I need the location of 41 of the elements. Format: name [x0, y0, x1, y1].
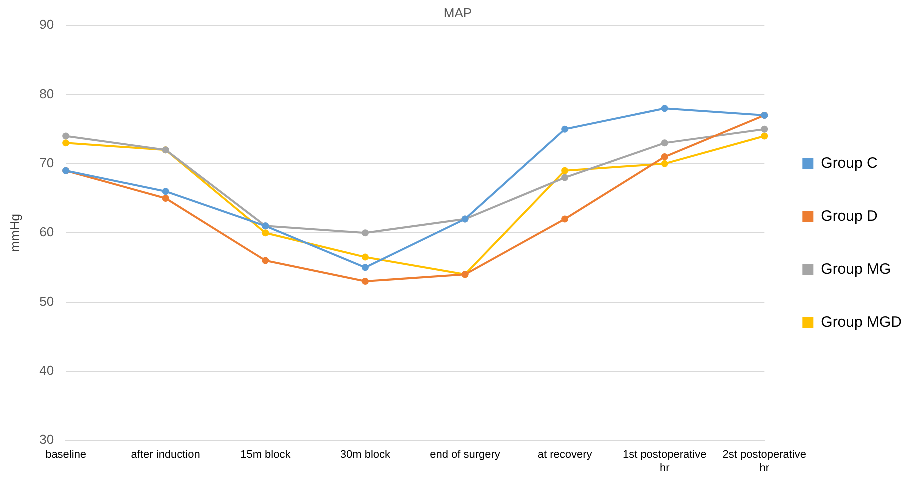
- y-tick-label: 70: [40, 156, 54, 171]
- x-tick-label: 2st postoperative hr: [722, 449, 807, 474]
- point: [162, 195, 170, 202]
- y-tick-label: 50: [40, 294, 54, 309]
- y-tick-label: 80: [40, 86, 54, 102]
- x-tick-label: 15m block: [240, 449, 292, 462]
- legend-label: Group C: [821, 155, 878, 172]
- point: [661, 105, 668, 112]
- y-tick-label: 60: [40, 224, 54, 240]
- point: [562, 174, 569, 182]
- y-axis-title: mmHg: [7, 214, 22, 252]
- point: [761, 126, 768, 133]
- y-tick-label: 30: [40, 432, 54, 448]
- point: [562, 126, 569, 133]
- legend-label: Group D: [821, 208, 878, 226]
- point: [761, 132, 768, 140]
- x-tick-label: 30m block: [340, 449, 392, 462]
- point: [162, 188, 170, 196]
- point: [262, 257, 270, 264]
- point: [661, 154, 668, 161]
- y-tick-label: 40: [40, 363, 54, 378]
- y-tick-label: 90: [40, 17, 54, 32]
- legend-label: Group MGD: [821, 314, 902, 332]
- legend-label: Group MG: [821, 261, 892, 278]
- point: [661, 160, 668, 168]
- point: [362, 278, 369, 286]
- point: [62, 132, 70, 140]
- point: [62, 140, 70, 147]
- x-tick-label: 1st postoperative hr: [622, 449, 707, 474]
- point: [262, 230, 270, 237]
- point: [362, 264, 369, 272]
- point: [362, 254, 369, 261]
- point: [362, 230, 369, 237]
- x-tick-label: baseline: [46, 449, 87, 462]
- point: [562, 167, 569, 174]
- point: [661, 140, 668, 147]
- chart-title: MAP: [444, 5, 472, 20]
- x-tick-label: after induction: [131, 449, 200, 462]
- x-tick-label: at recovery: [538, 449, 593, 462]
- point: [562, 216, 569, 223]
- x-tick-label: end of surgery: [430, 449, 501, 462]
